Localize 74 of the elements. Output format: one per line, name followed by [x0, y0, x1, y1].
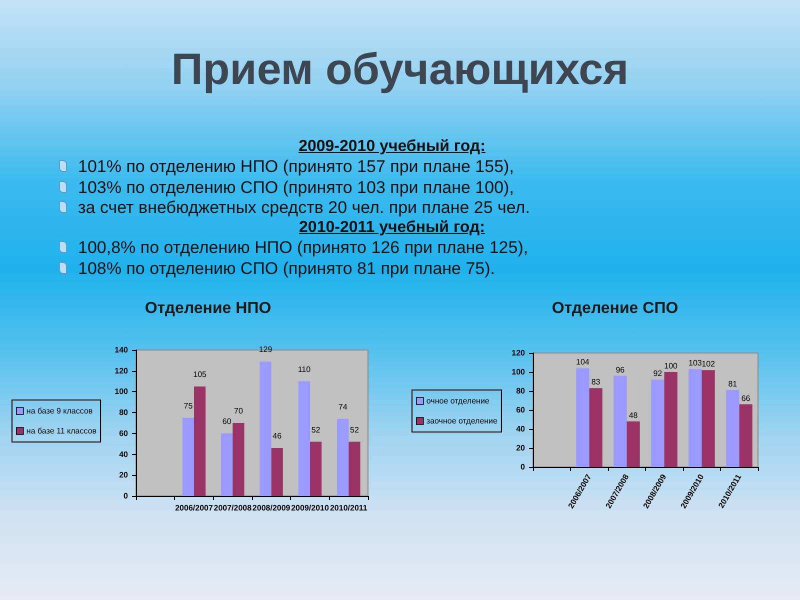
data-label: 100 [664, 362, 678, 370]
bar [626, 421, 640, 467]
data-label: 60 [222, 416, 232, 426]
data-label: 83 [591, 378, 601, 387]
y-tick-label: 80 [119, 408, 129, 418]
legend-label: заочное отделение [426, 416, 498, 426]
bar [651, 380, 664, 467]
y-tick-label: 40 [516, 424, 526, 434]
chart-title: Отделение СПО [550, 300, 680, 318]
y-tick-label: 20 [119, 470, 129, 480]
data-label: 74 [338, 402, 348, 412]
bar [182, 418, 194, 496]
text: за счет внебюджетных средств 20 чел. при плане 25 чел. [78, 198, 530, 218]
text: 108% по отделению СПО (принято 81 при плане 75). [78, 258, 496, 279]
data-label: 96 [616, 365, 626, 374]
legend-label: на базе 11 классов [26, 426, 97, 436]
y-tick-label: 140 [114, 346, 129, 354]
x-tick-label: 2009/2010 [291, 504, 330, 512]
text: 2010-2011 учебный год: [298, 218, 486, 238]
bar [664, 372, 678, 467]
bar [194, 386, 206, 496]
legend-label: на базе 9 классов [26, 406, 93, 416]
data-label: 66 [741, 394, 751, 403]
bar [739, 404, 752, 467]
x-tick-label: 2007/2008 [214, 504, 252, 512]
y-tick-label: 0 [124, 492, 129, 500]
text: Прием обучающихся [170, 44, 630, 96]
data-label: 104 [576, 358, 590, 367]
bar [232, 423, 244, 496]
legend-label: очное отделение [426, 396, 490, 406]
data-label: 75 [184, 401, 194, 410]
y-tick-label: 80 [516, 386, 526, 396]
text: 100,8% по отделению НПО (принято 126 при плане 125), [78, 238, 528, 258]
data-label: 48 [628, 410, 638, 420]
y-tick-label: 60 [516, 406, 526, 414]
y-tick-label: 60 [119, 428, 129, 438]
data-label: 52 [350, 425, 360, 434]
data-label: 92 [653, 369, 663, 378]
data-label: 46 [272, 432, 282, 441]
x-tick-label: 2008/2009 [252, 504, 291, 512]
y-tick-label: 40 [119, 450, 129, 459]
bar [271, 448, 283, 496]
bar [348, 442, 360, 496]
bar [221, 433, 233, 496]
y-tick-label: 120 [114, 366, 129, 376]
bar [298, 381, 310, 496]
bar [310, 442, 322, 496]
bar [260, 361, 272, 496]
data-label: 129 [258, 344, 273, 354]
x-tick-label: 2010/2011 [330, 504, 368, 512]
bar [614, 376, 627, 467]
bar [688, 369, 702, 467]
data-label: 110 [298, 364, 312, 374]
data-label: 105 [193, 370, 208, 379]
y-tick-label: 100 [114, 387, 129, 396]
bar [576, 368, 590, 467]
data-label: 102 [702, 360, 716, 369]
bar [589, 388, 602, 467]
x-tick-label: 2006/2007 [175, 504, 214, 512]
chart-title: Отделение НПО [144, 300, 272, 318]
text: 2009-2010 учебный год: [298, 137, 486, 157]
data-label: 81 [728, 380, 738, 389]
text: 103% по отделению СПО (принято 103 при плане 100), [78, 178, 514, 198]
data-label: 52 [311, 425, 321, 434]
bar [726, 390, 740, 467]
data-label: 103 [688, 358, 702, 368]
text: 101% по отделению НПО (принято 157 при плане 155), [78, 157, 514, 178]
y-tick-label: 0 [520, 462, 526, 472]
data-label: 70 [234, 406, 244, 416]
bar [337, 418, 349, 496]
y-tick-label: 20 [516, 444, 526, 452]
y-tick-label: 100 [512, 368, 526, 376]
bar [702, 370, 715, 467]
y-tick-label: 120 [512, 348, 526, 358]
